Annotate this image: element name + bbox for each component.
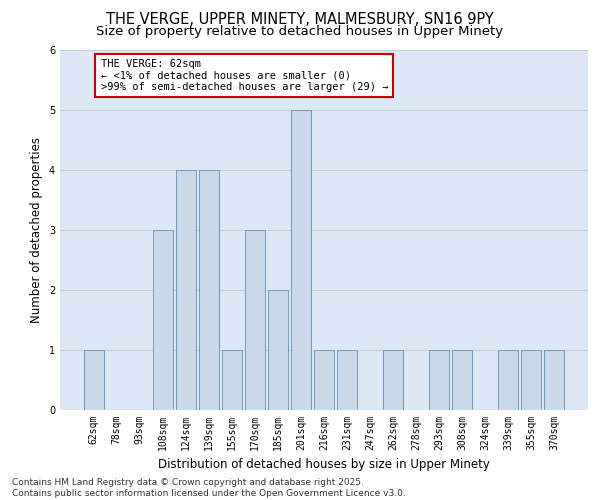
Y-axis label: Number of detached properties: Number of detached properties [31, 137, 43, 323]
Text: THE VERGE, UPPER MINETY, MALMESBURY, SN16 9PY: THE VERGE, UPPER MINETY, MALMESBURY, SN1… [106, 12, 494, 28]
Bar [499, 350, 518, 410]
Bar [337, 350, 357, 410]
Bar [84, 350, 104, 410]
Bar [314, 350, 334, 410]
Bar [268, 290, 288, 410]
Text: Contains HM Land Registry data © Crown copyright and database right 2025.
Contai: Contains HM Land Registry data © Crown c… [12, 478, 406, 498]
Bar [222, 350, 242, 410]
Bar [521, 350, 541, 410]
Bar [452, 350, 472, 410]
Bar [199, 170, 218, 410]
Bar [291, 110, 311, 410]
Text: Size of property relative to detached houses in Upper Minety: Size of property relative to detached ho… [97, 25, 503, 38]
X-axis label: Distribution of detached houses by size in Upper Minety: Distribution of detached houses by size … [158, 458, 490, 471]
Bar [544, 350, 564, 410]
Bar [153, 230, 173, 410]
Bar [245, 230, 265, 410]
Bar [430, 350, 449, 410]
Text: THE VERGE: 62sqm
← <1% of detached houses are smaller (0)
>99% of semi-detached : THE VERGE: 62sqm ← <1% of detached house… [101, 59, 388, 92]
Bar [383, 350, 403, 410]
Bar [176, 170, 196, 410]
